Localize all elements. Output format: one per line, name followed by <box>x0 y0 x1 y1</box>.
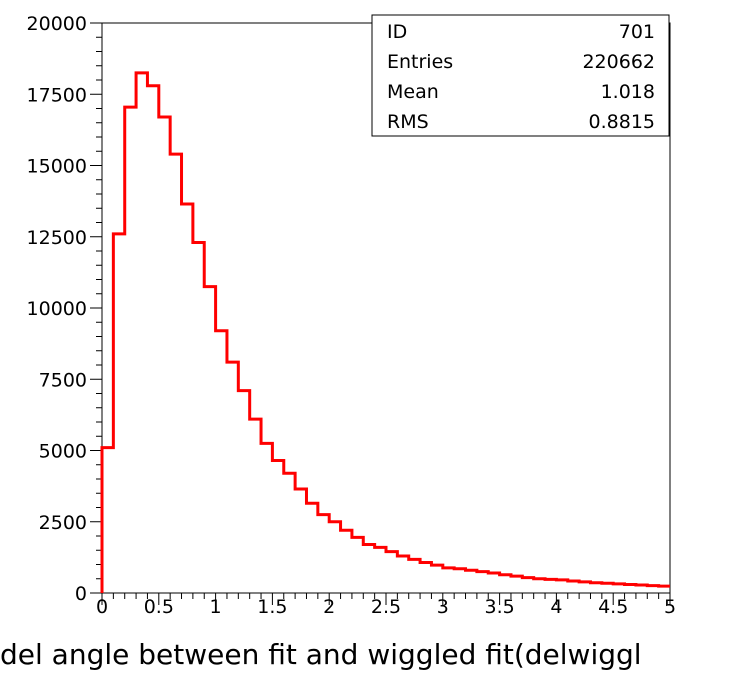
x-tick-label: 1 <box>210 596 222 618</box>
y-tick-label: 15000 <box>27 156 87 178</box>
x-tick-label: 2.5 <box>371 596 401 618</box>
y-tick-label: 10000 <box>27 298 87 320</box>
x-tick-label: 1.5 <box>257 596 287 618</box>
x-axis: 0 0.5 1 1.5 2 2.5 3 3.5 4 4.5 5 <box>96 593 676 618</box>
x-tick-label: 4.5 <box>598 596 628 618</box>
x-tick-label: 0.5 <box>144 596 174 618</box>
x-axis-label: del angle between fit and wiggled fit(de… <box>0 638 642 671</box>
x-tick-label: 5 <box>664 596 676 618</box>
y-tick-label: 0 <box>75 583 87 605</box>
stats-label: Entries <box>387 51 453 73</box>
stats-value: 220662 <box>582 51 655 73</box>
stats-box-frame <box>371 14 670 137</box>
y-axis: 0 2500 5000 7500 10000 12500 15000 17500 20000 <box>27 13 102 605</box>
y-tick-label: 12500 <box>27 227 87 249</box>
stats-value: 0.8815 <box>589 111 655 133</box>
x-tick-label: 4 <box>550 596 562 618</box>
y-tick-label: 2500 <box>39 512 87 534</box>
stats-label: ID <box>387 21 407 43</box>
stats-value: 701 <box>619 21 655 43</box>
x-tick-label: 3.5 <box>484 596 514 618</box>
stats-label: Mean <box>387 81 439 103</box>
stats-value: 1.018 <box>601 81 655 103</box>
y-tick-label: 7500 <box>39 369 87 391</box>
stats-box: ID 701 Entries 220662 Mean 1.018 RMS 0.8815 <box>371 14 670 137</box>
x-tick-label: 3 <box>437 596 449 618</box>
x-tick-label: 2 <box>323 596 335 618</box>
y-tick-label: 17500 <box>27 84 87 106</box>
y-tick-label: 20000 <box>27 13 87 35</box>
y-tick-label: 5000 <box>39 441 87 463</box>
stats-label: RMS <box>387 111 429 133</box>
x-tick-label: 0 <box>96 596 108 618</box>
histogram-series-line <box>100 71 670 593</box>
